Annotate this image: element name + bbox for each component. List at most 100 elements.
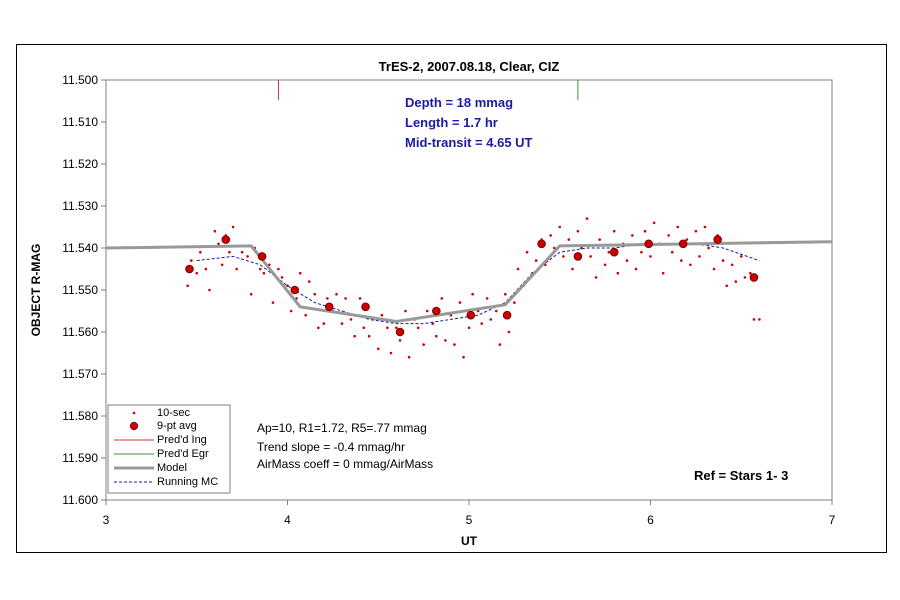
- data-point: [534, 259, 538, 262]
- data-point: [721, 259, 725, 262]
- data-point: [440, 297, 444, 300]
- nine-pt-avg-dots: [185, 235, 759, 337]
- ref-note: Ref = Stars 1- 3: [694, 468, 788, 483]
- avg-dot: [609, 247, 619, 257]
- avg-dot: [678, 239, 688, 249]
- data-point: [689, 263, 692, 267]
- data-point: [480, 322, 484, 325]
- data-point: [471, 292, 474, 296]
- data-point: [680, 259, 683, 262]
- data-point: [703, 225, 707, 229]
- data-point: [734, 280, 738, 283]
- data-point: [376, 347, 380, 351]
- data-point: [525, 250, 529, 254]
- y-tick-label: 11.530: [62, 199, 98, 213]
- y-axis-label: OBJECT R-MAG: [29, 244, 43, 337]
- data-point: [307, 280, 311, 283]
- data-point: [567, 238, 571, 241]
- data-point: [422, 343, 425, 346]
- y-tick-label: 11.510: [62, 115, 98, 129]
- ap-note: Ap=10, R1=1.72, R5=.77 mmag: [257, 421, 427, 435]
- data-point: [344, 297, 347, 300]
- avg-dot: [324, 302, 334, 312]
- data-point: [571, 267, 574, 271]
- legend-box: [107, 404, 231, 494]
- data-point: [389, 351, 393, 355]
- data-point: [220, 263, 224, 267]
- data-point: [258, 267, 262, 271]
- data-point: [349, 318, 353, 321]
- data-point: [631, 234, 634, 237]
- data-point: [326, 297, 329, 300]
- avg-dot: [502, 310, 512, 320]
- data-point: [494, 309, 498, 313]
- data-point: [698, 255, 701, 258]
- legend-label-running-mc: Running MC: [157, 476, 218, 488]
- data-point: [425, 309, 429, 313]
- data-point: [652, 221, 656, 225]
- data-point: [277, 267, 280, 271]
- data-point: [661, 271, 665, 275]
- avg-dot: [395, 327, 405, 337]
- data-point: [358, 297, 362, 300]
- data-point: [249, 292, 253, 296]
- model-line: [105, 240, 833, 324]
- data-point: [758, 318, 761, 321]
- data-point: [416, 326, 420, 330]
- avg-dot: [644, 239, 653, 249]
- data-point: [467, 326, 471, 330]
- y-tick-label: 11.590: [62, 451, 98, 465]
- data-point: [603, 263, 607, 267]
- data-point: [235, 267, 238, 271]
- x-tick-label: 6: [647, 513, 654, 527]
- data-point: [462, 355, 465, 359]
- avg-dot: [221, 235, 231, 244]
- data-point: [743, 276, 747, 279]
- y-tick-label: 11.540: [62, 241, 98, 255]
- legend-label-10-sec: 10-sec: [157, 407, 191, 419]
- avg-dot: [749, 273, 759, 282]
- legend-label-pred-ing: Pred'd Ing: [157, 434, 207, 446]
- data-point: [280, 276, 284, 279]
- data-point: [694, 229, 698, 233]
- trend-note: Trend slope = -0.4 mmag/hr: [257, 440, 405, 454]
- mid-transit-annotation: Mid-transit = 4.65 UT: [405, 135, 533, 150]
- avg-dot: [185, 264, 194, 274]
- data-point: [386, 326, 389, 330]
- data-point: [594, 276, 598, 279]
- legend-dot-marker: [129, 421, 139, 431]
- length-annotation: Length = 1.7 hr: [405, 115, 498, 130]
- data-point: [712, 267, 716, 271]
- data-point: [208, 288, 211, 292]
- data-point: [317, 326, 320, 330]
- data-point: [262, 271, 266, 275]
- data-point: [289, 309, 293, 313]
- data-point: [549, 234, 552, 237]
- legend-label-9-pt-avg: 9-pt avg: [157, 420, 197, 432]
- data-point: [558, 225, 562, 229]
- y-tick-label: 11.500: [62, 73, 98, 87]
- data-point: [240, 250, 244, 254]
- avg-dot: [573, 252, 583, 261]
- data-point: [362, 326, 366, 330]
- data-point: [313, 292, 317, 296]
- y-tick-label: 11.560: [62, 325, 98, 339]
- data-point: [598, 238, 601, 241]
- data-point: [195, 271, 199, 275]
- data-point: [585, 217, 589, 220]
- data-point: [640, 250, 643, 254]
- data-point: [507, 330, 511, 334]
- data-point: [435, 334, 438, 338]
- data-point: [634, 267, 638, 271]
- data-point: [199, 250, 202, 254]
- data-point: [304, 313, 307, 317]
- model-series: [105, 240, 833, 324]
- data-point: [231, 225, 235, 229]
- data-point: [513, 301, 516, 304]
- data-point: [612, 229, 616, 233]
- data-point: [322, 322, 326, 325]
- data-point: [295, 297, 298, 300]
- data-point: [649, 255, 652, 258]
- data-point: [616, 271, 620, 275]
- avg-dot: [361, 302, 370, 312]
